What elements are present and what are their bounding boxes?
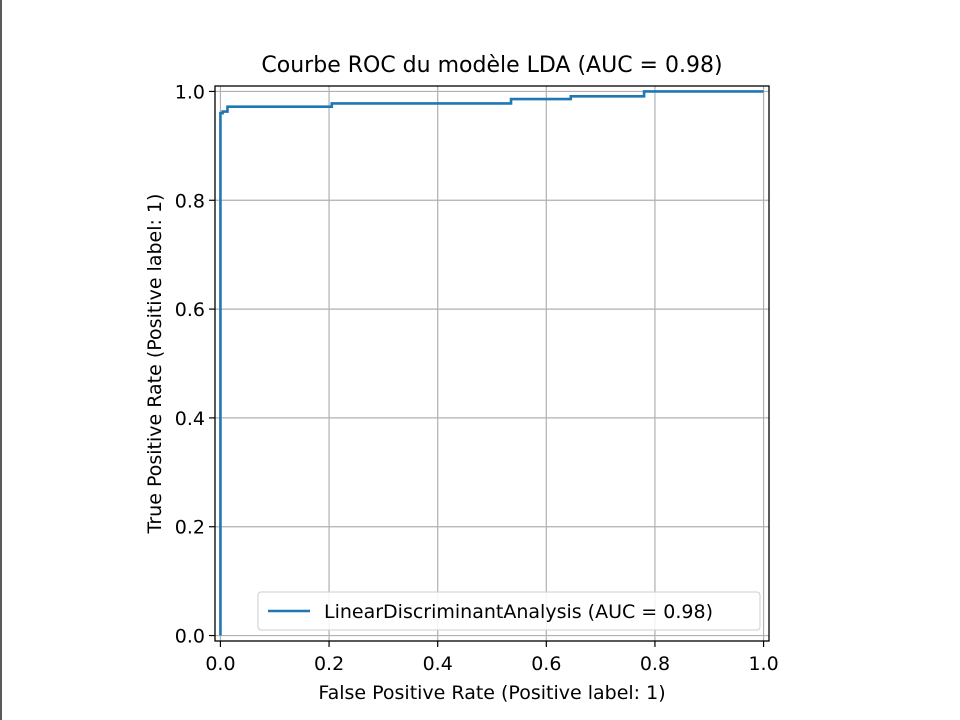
axes-frame	[214, 85, 770, 642]
legend: LinearDiscriminantAnalysis (AUC = 0.98)	[257, 591, 761, 631]
y-tick-label: 0.8	[175, 190, 205, 212]
x-tick-label: 0.2	[314, 653, 344, 675]
x-tick-label: 0.4	[423, 653, 453, 675]
y-tick-label: 0.2	[175, 517, 205, 539]
y-tick-label: 0.6	[175, 299, 205, 321]
series-layer	[219, 90, 764, 636]
x-tick-label: 1.0	[748, 653, 778, 675]
x-tick-label: 0.8	[640, 653, 670, 675]
legend-entry-label: LinearDiscriminantAnalysis (AUC = 0.98)	[324, 601, 713, 623]
y-axis-label: True Positive Rate (Positive label: 1)	[144, 194, 166, 535]
x-tick-label: 0.6	[531, 653, 561, 675]
ticks-layer: 0.0 0.2 0.4 0.6 0.8 1.0 0.0 0.2 0.4 0.6 0.8 1.0	[175, 81, 779, 675]
x-axis-label: False Positive Rate (Positive label: 1)	[318, 682, 665, 704]
chart-title: Courbe ROC du modèle LDA (AUC = 0.98)	[261, 53, 722, 78]
x-tick-label: 0.0	[205, 653, 235, 675]
y-tick-label: 0.4	[175, 408, 205, 430]
grid-lines	[215, 86, 769, 641]
legend-box	[257, 591, 761, 631]
y-tick-label: 0.0	[175, 626, 205, 648]
y-tick-label: 1.0	[175, 81, 205, 103]
window-left-edge	[0, 0, 2, 720]
roc-curve-line	[219, 90, 764, 636]
